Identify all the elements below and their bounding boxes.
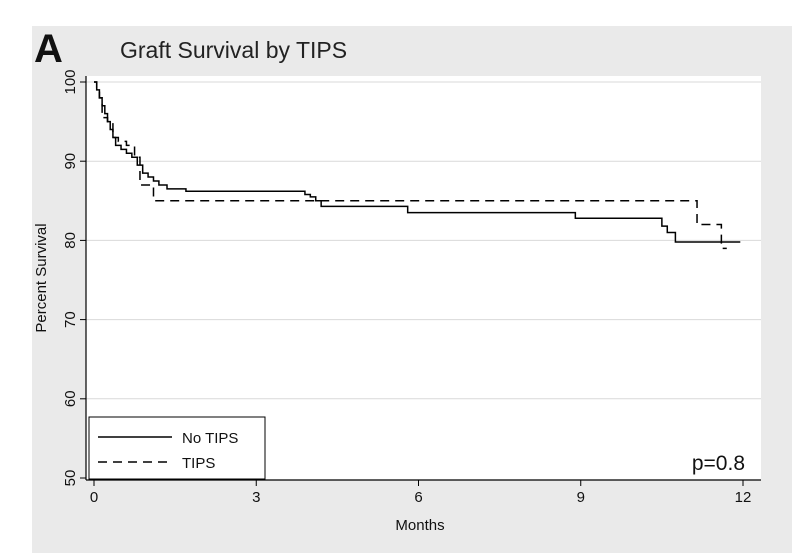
x-axis-label: Months xyxy=(395,517,444,534)
x-tick-label-6: 6 xyxy=(414,489,422,506)
y-tick-label-90: 90 xyxy=(62,153,79,170)
y-tick-label-80: 80 xyxy=(62,232,79,249)
x-tick-label-9: 9 xyxy=(577,489,585,506)
legend-box xyxy=(88,416,266,480)
panel-label: A xyxy=(34,27,63,71)
legend-label-no-tips: No TIPS xyxy=(182,430,238,447)
y-axis-label: Percent Survival xyxy=(33,223,50,332)
tick-marks: 0 3 6 9 12 50 60 70 80 90 100 xyxy=(62,69,751,506)
y-tick-label-100: 100 xyxy=(62,69,79,94)
grid-lines xyxy=(86,81,761,400)
legend: No TIPS TIPS xyxy=(88,416,266,480)
y-tick-label-50: 50 xyxy=(62,470,79,487)
y-tick-label-60: 60 xyxy=(62,390,79,407)
x-tick-label-3: 3 xyxy=(252,489,260,506)
x-tick-label-0: 0 xyxy=(90,489,98,506)
series-lines xyxy=(94,81,741,250)
legend-label-tips: TIPS xyxy=(182,455,215,472)
p-value-annotation: p=0.8 xyxy=(692,452,745,475)
series-line-tips xyxy=(94,81,727,250)
series-line-no-tips xyxy=(94,81,741,243)
y-tick-label-70: 70 xyxy=(62,311,79,328)
axes xyxy=(85,76,761,481)
chart-title: Graft Survival by TIPS xyxy=(120,37,347,63)
x-tick-label-12: 12 xyxy=(735,489,752,506)
plot-area xyxy=(86,76,761,480)
